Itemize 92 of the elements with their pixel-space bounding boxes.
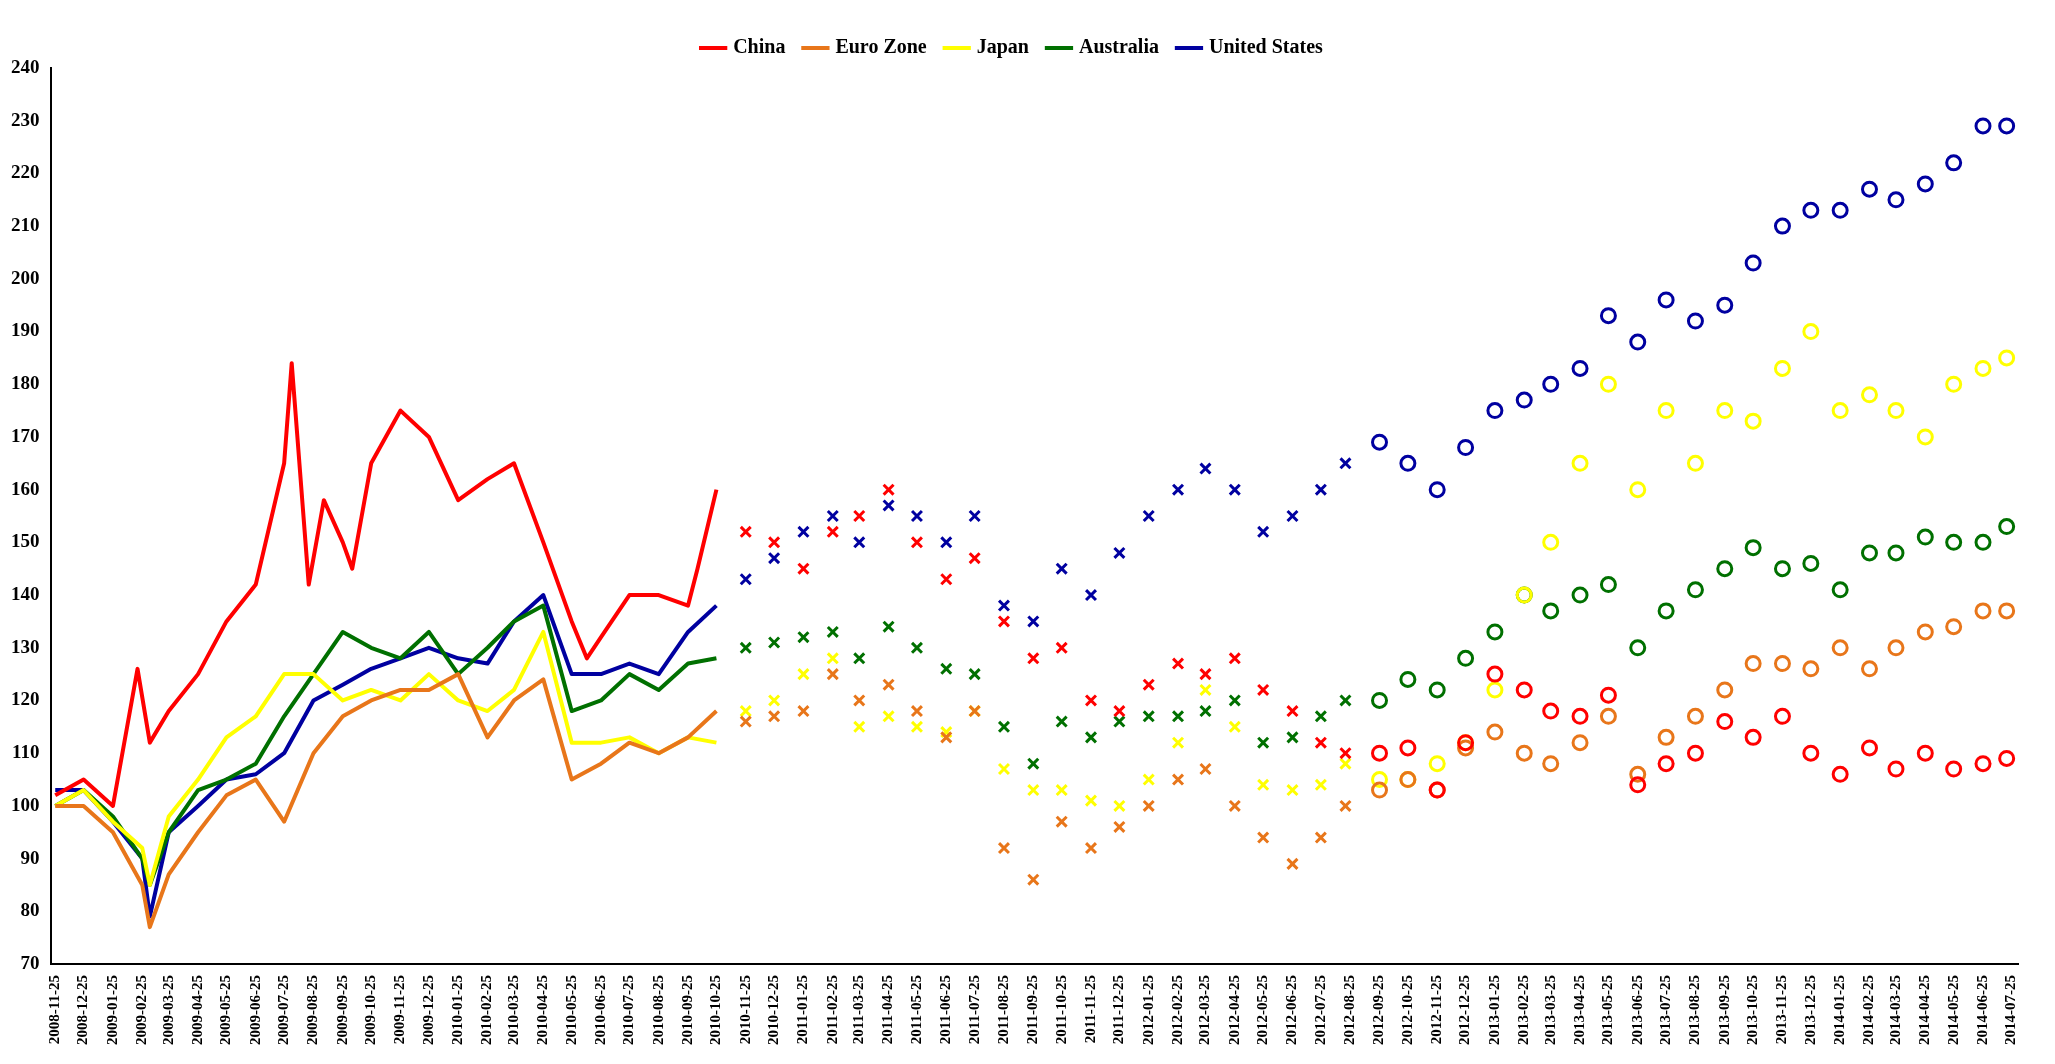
x-tick-label: 2012-08-25 (1341, 975, 1358, 1046)
x-tick-label: 2010-07-25 (620, 975, 637, 1046)
y-tick-label: 110 (12, 741, 40, 763)
x-tick-label: 2013-01-25 (1485, 975, 1502, 1046)
x-tick-label: 2012-02-25 (1168, 975, 1185, 1046)
x-tick-label: 2011-11-25 (1081, 975, 1098, 1044)
x-tick-label: 2011-07-25 (965, 975, 982, 1045)
x-tick-label: 2013-08-25 (1686, 975, 1703, 1046)
x-tick-label: 2013-06-25 (1628, 975, 1645, 1046)
x-tick-label: 2011-04-25 (879, 975, 896, 1045)
x-tick-label: 2011-02-25 (823, 975, 840, 1045)
x-tick-label: 2013-11-25 (1773, 975, 1790, 1045)
x-tick-label: 2014-06-25 (1973, 975, 1990, 1046)
y-tick-label: 90 (20, 846, 40, 868)
x-tick-label: 2009-01-25 (103, 975, 120, 1046)
x-tick-label: 2014-05-25 (1944, 975, 1961, 1046)
x-tick-label: 2008-12-25 (74, 975, 91, 1046)
x-tick-label: 2009-11-25 (391, 975, 408, 1045)
x-tick-label: 2009-04-25 (188, 975, 205, 1046)
x-tick-label: 2013-12-25 (1801, 975, 1818, 1046)
x-tick-label: 2014-03-25 (1886, 975, 1903, 1046)
x-tick-label: 2010-11-25 (736, 975, 753, 1045)
x-tick-label: 2012-06-25 (1283, 975, 1300, 1046)
y-tick-label: 70 (20, 951, 40, 973)
x-tick-label: 2009-08-25 (304, 975, 321, 1046)
x-tick-label: 2010-08-25 (649, 975, 666, 1046)
y-tick-label: 100 (11, 793, 40, 815)
x-tick-label: 2014-01-25 (1831, 975, 1848, 1046)
x-tick-label: 2010-05-25 (562, 975, 579, 1046)
y-tick-label: 130 (11, 635, 40, 657)
x-tick-label: 2009-05-25 (217, 975, 234, 1046)
x-tick-label: 2014-04-25 (1916, 975, 1933, 1046)
y-tick-label: 230 (11, 108, 40, 130)
x-tick-label: 2009-02-25 (133, 975, 150, 1046)
x-tick-label: 2011-03-25 (850, 975, 867, 1045)
y-tick-label: 190 (11, 319, 40, 341)
y-tick-label: 120 (11, 688, 40, 710)
x-tick-label: 2013-09-25 (1715, 975, 1732, 1046)
y-tick-label: 200 (11, 266, 40, 288)
x-tick-label: 2010-03-25 (504, 975, 521, 1046)
x-tick-label: 2012-04-25 (1225, 975, 1242, 1046)
x-tick-label: 2009-09-25 (333, 975, 350, 1046)
y-tick-label: 150 (11, 530, 40, 552)
x-tick-label: 2014-02-25 (1860, 975, 1877, 1046)
legend-label: Japan (976, 35, 1029, 59)
x-tick-label: 2010-02-25 (478, 975, 495, 1046)
y-tick-label: 240 (11, 55, 40, 77)
x-tick-label: 2014-07-25 (2002, 975, 2019, 1046)
x-tick-label: 2011-10-25 (1052, 975, 1069, 1045)
legend-label: Euro Zone (835, 35, 927, 58)
x-tick-label: 2012-09-25 (1370, 975, 1387, 1046)
x-tick-label: 2010-12-25 (765, 975, 781, 1046)
y-tick-label: 210 (11, 214, 40, 236)
legend-label: China (733, 35, 786, 58)
y-tick-label: 220 (11, 161, 40, 183)
x-tick-label: 2011-12-25 (1110, 975, 1127, 1045)
x-tick-label: 2012-01-25 (1139, 975, 1156, 1046)
x-tick-label: 2012-05-25 (1254, 975, 1271, 1046)
x-tick-label: 2009-12-25 (419, 975, 436, 1046)
x-tick-label: 2013-05-25 (1599, 975, 1616, 1046)
x-tick-label: 2013-03-25 (1541, 975, 1558, 1046)
x-tick-label: 2012-10-25 (1398, 975, 1415, 1046)
x-tick-label: 2009-10-25 (362, 975, 379, 1046)
legend-label: Australia (1078, 35, 1159, 58)
x-tick-label: 2012-07-25 (1311, 975, 1328, 1046)
x-tick-label: 2013-10-25 (1744, 975, 1761, 1046)
x-tick-label: 2010-01-25 (449, 975, 466, 1046)
x-tick-label: 2009-07-25 (275, 975, 292, 1046)
y-tick-label: 170 (11, 424, 40, 446)
x-tick-label: 2010-10-25 (707, 975, 724, 1046)
y-tick-label: 180 (11, 372, 40, 394)
x-tick-label: 2011-09-25 (1024, 975, 1041, 1045)
y-tick-label: 160 (11, 477, 40, 499)
x-tick-label: 2012-03-25 (1196, 975, 1213, 1046)
y-tick-label: 80 (20, 899, 40, 921)
x-tick-label: 2013-02-25 (1515, 975, 1532, 1046)
y-tick-label: 140 (11, 582, 40, 604)
x-tick-label: 2011-08-25 (994, 975, 1011, 1045)
x-tick-label: 2009-03-25 (159, 975, 176, 1046)
x-tick-label: 2012-11-25 (1428, 975, 1445, 1045)
x-tick-label: 2010-09-25 (678, 975, 695, 1046)
x-tick-label: 2011-01-25 (794, 975, 811, 1045)
x-tick-label: 2011-05-25 (907, 975, 924, 1045)
legend-label: United States (1208, 35, 1324, 58)
x-tick-label: 2011-06-25 (937, 975, 954, 1045)
x-tick-label: 2010-06-25 (591, 975, 608, 1046)
x-tick-label: 2012-12-25 (1456, 975, 1473, 1046)
x-tick-label: 2008-11-25 (46, 975, 63, 1045)
x-tick-label: 2010-04-25 (534, 975, 551, 1046)
x-tick-label: 2013-07-25 (1657, 975, 1673, 1046)
x-tick-label: 2013-04-25 (1570, 975, 1587, 1046)
x-tick-label: 2009-06-25 (246, 975, 263, 1046)
